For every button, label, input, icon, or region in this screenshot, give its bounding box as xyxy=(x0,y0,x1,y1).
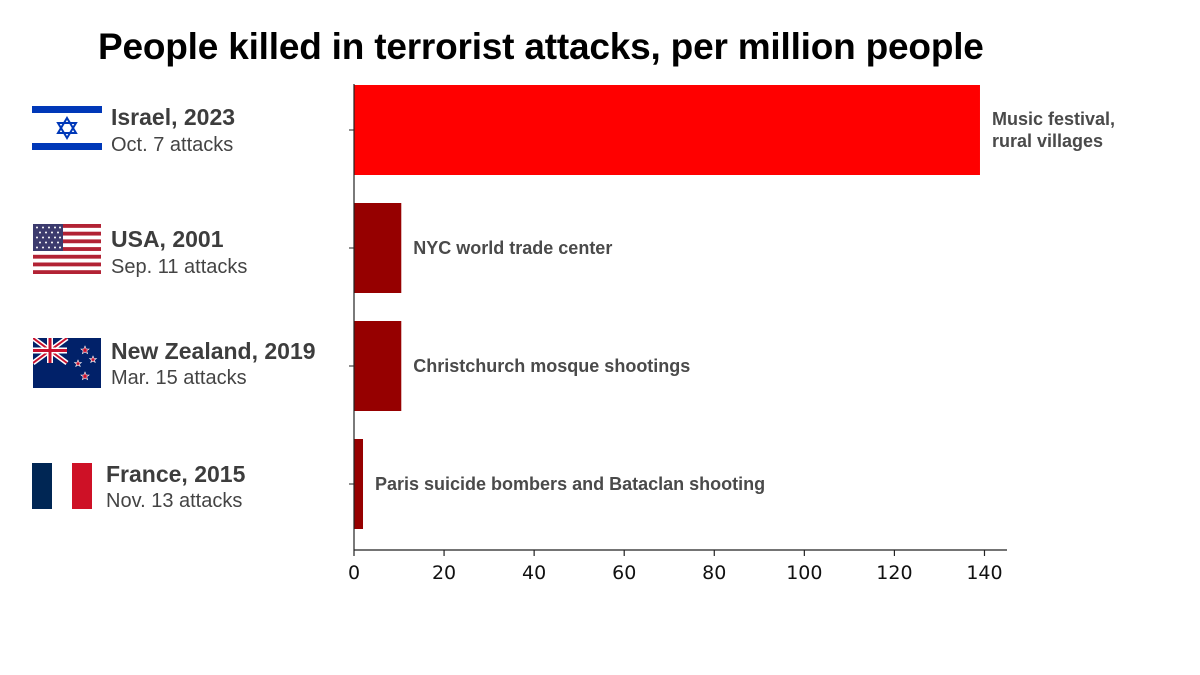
bar-usa xyxy=(354,203,402,293)
bars-group xyxy=(354,85,980,529)
country-label: Israel, 2023 xyxy=(111,104,236,130)
new-zealand-flag-icon xyxy=(33,338,101,388)
x-tick-label: 0 xyxy=(348,562,360,584)
france-flag-icon xyxy=(32,463,92,509)
country-label: France, 2015 xyxy=(106,461,246,487)
bar-israel xyxy=(354,85,980,175)
bar-annotation: Paris suicide bombers and Bataclan shoot… xyxy=(375,474,765,494)
event-label: Nov. 13 attacks xyxy=(106,490,243,512)
x-tick-label: 100 xyxy=(786,562,822,584)
x-tick-label: 120 xyxy=(876,562,912,584)
bar-annotation: NYC world trade center xyxy=(413,238,612,258)
annotations-group: Music festival,rural villages NYC world t… xyxy=(375,109,1115,494)
row-label-israel: Israel, 2023 Oct. 7 attacks xyxy=(30,100,360,190)
bar-france xyxy=(354,439,364,529)
country-label: USA, 2001 xyxy=(111,226,224,252)
x-tick-label: 140 xyxy=(966,562,1002,584)
row-label-usa: USA, 2001 Sep. 11 attacks xyxy=(30,222,360,312)
event-label: Mar. 15 attacks xyxy=(111,367,247,389)
x-tick-label: 80 xyxy=(702,562,726,584)
bar-annotation: rural villages xyxy=(992,131,1103,151)
usa-flag-icon xyxy=(33,224,101,274)
israel-flag-icon xyxy=(32,104,102,152)
chart-title: People killed in terrorist attacks, per … xyxy=(98,26,984,67)
country-label: New Zealand, 2019 xyxy=(111,338,316,364)
event-label: Oct. 7 attacks xyxy=(111,134,234,156)
x-tick-label: 60 xyxy=(612,562,636,584)
x-tick-label: 40 xyxy=(522,562,546,584)
row-label-france: France, 2015 Nov. 13 attacks xyxy=(30,460,360,550)
row-label-new-zealand: New Zealand, 2019 Mar. 15 attacks xyxy=(30,336,360,426)
event-label: Sep. 11 attacks xyxy=(111,256,248,278)
bar-annotation: Christchurch mosque shootings xyxy=(413,356,690,376)
bar-new-zealand xyxy=(354,321,402,411)
axes-group: 0 20 40 60 80 100 120 140 xyxy=(348,84,1007,584)
x-tick-label: 20 xyxy=(432,562,456,584)
bar-annotation: Music festival, xyxy=(992,109,1115,129)
